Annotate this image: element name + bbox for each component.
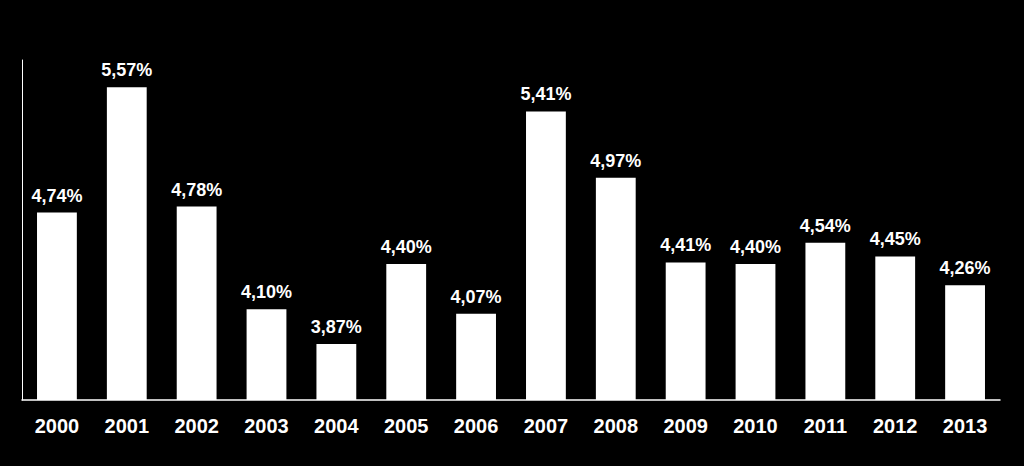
svg-text:4,78%: 4,78% (171, 180, 222, 200)
svg-text:2011: 2011 (804, 415, 847, 437)
svg-text:2008: 2008 (594, 415, 639, 437)
svg-text:4,41%: 4,41% (660, 235, 711, 255)
svg-text:4,97%: 4,97% (590, 151, 641, 171)
svg-text:5,41%: 5,41% (520, 84, 571, 104)
svg-text:4,40%: 4,40% (381, 237, 432, 257)
svg-text:2009: 2009 (663, 415, 708, 437)
svg-text:4,54%: 4,54% (800, 216, 851, 236)
svg-text:2006: 2006 (454, 415, 499, 437)
svg-text:4,40%: 4,40% (730, 237, 781, 257)
svg-text:2012: 2012 (873, 415, 918, 437)
svg-text:4,45%: 4,45% (870, 229, 921, 249)
svg-text:2004: 2004 (314, 415, 359, 437)
svg-text:2005: 2005 (384, 415, 429, 437)
svg-text:5,57%: 5,57% (101, 60, 152, 80)
svg-text:4,26%: 4,26% (940, 258, 991, 278)
svg-text:4,10%: 4,10% (241, 282, 292, 302)
svg-text:2003: 2003 (244, 415, 289, 437)
svg-text:2001: 2001 (105, 415, 150, 437)
svg-text:4,07%: 4,07% (451, 287, 502, 307)
svg-text:2000: 2000 (35, 415, 80, 437)
svg-text:2013: 2013 (943, 415, 988, 437)
svg-text:4,74%: 4,74% (31, 186, 82, 206)
svg-text:2002: 2002 (174, 415, 219, 437)
svg-text:2007: 2007 (524, 415, 569, 437)
svg-text:2010: 2010 (733, 415, 778, 437)
svg-text:3,87%: 3,87% (311, 317, 362, 337)
